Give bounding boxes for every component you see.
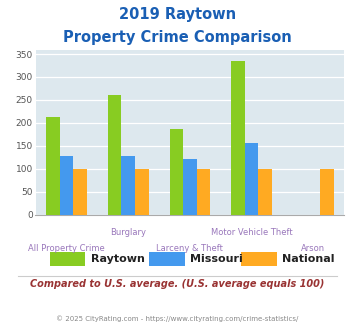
Text: National: National bbox=[282, 254, 335, 264]
Bar bbox=[231, 61, 245, 214]
Bar bbox=[170, 129, 183, 214]
Bar bbox=[135, 169, 148, 214]
Text: Larceny & Theft: Larceny & Theft bbox=[157, 244, 223, 253]
Text: Burglary: Burglary bbox=[110, 228, 146, 237]
Bar bbox=[46, 117, 60, 214]
Bar bbox=[108, 95, 121, 214]
Bar bbox=[60, 156, 73, 214]
Text: Missouri: Missouri bbox=[190, 254, 243, 264]
Text: All Property Crime: All Property Crime bbox=[28, 244, 105, 253]
Bar bbox=[245, 143, 258, 214]
Text: Arson: Arson bbox=[301, 244, 326, 253]
Bar bbox=[183, 159, 197, 214]
Bar bbox=[320, 169, 334, 214]
Bar bbox=[121, 156, 135, 214]
Text: Compared to U.S. average. (U.S. average equals 100): Compared to U.S. average. (U.S. average … bbox=[30, 279, 325, 289]
Bar bbox=[197, 169, 210, 214]
Text: © 2025 CityRating.com - https://www.cityrating.com/crime-statistics/: © 2025 CityRating.com - https://www.city… bbox=[56, 315, 299, 322]
Bar bbox=[258, 169, 272, 214]
Text: 2019 Raytown: 2019 Raytown bbox=[119, 7, 236, 21]
Text: Raytown: Raytown bbox=[91, 254, 144, 264]
Bar bbox=[73, 169, 87, 214]
Text: Motor Vehicle Theft: Motor Vehicle Theft bbox=[211, 228, 293, 237]
Text: Property Crime Comparison: Property Crime Comparison bbox=[63, 30, 292, 45]
